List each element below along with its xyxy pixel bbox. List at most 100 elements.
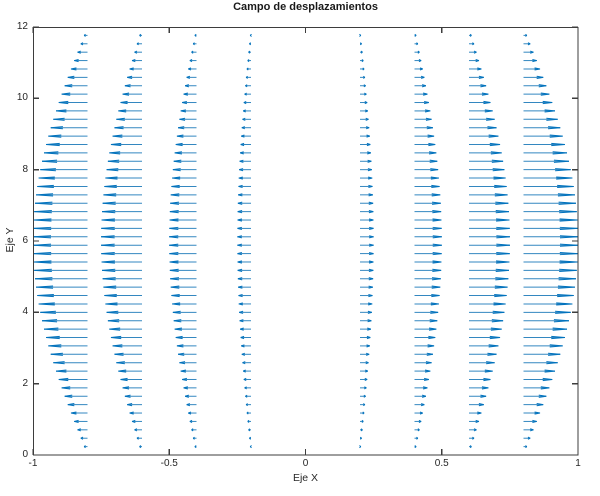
quiver-arrow [523, 428, 534, 432]
quiver-arrow [360, 428, 363, 432]
quiver-arrow [359, 445, 362, 449]
quiver-arrow [360, 235, 374, 239]
quiver-arrow [469, 159, 504, 163]
quiver-arrow [469, 168, 505, 172]
quiver-arrow [172, 302, 197, 306]
quiver-arrow [116, 117, 142, 121]
quiver-arrow [414, 201, 441, 205]
quiver-arrow [58, 100, 88, 105]
quiver-arrow [469, 218, 510, 222]
quiver-arrow [74, 419, 88, 424]
quiver-arrow [414, 67, 423, 71]
quiver-arrow [360, 327, 372, 331]
quiver-arrow [414, 184, 440, 189]
quiver-arrow [171, 184, 197, 189]
quiver-arrow [103, 285, 142, 289]
quiver-arrow [414, 293, 440, 298]
quiver-arrow [360, 243, 374, 247]
quiver-arrow [36, 285, 88, 289]
quiver-arrow [188, 411, 197, 415]
quiver-arrow [34, 210, 88, 214]
quiver-arrow [469, 117, 495, 121]
quiver-arrow [360, 218, 374, 222]
quiver-arrow [237, 268, 251, 272]
quiver-arrow [414, 352, 433, 356]
quiver-arrow [103, 193, 142, 197]
y-tick-label: 12 [16, 21, 28, 32]
quiver-arrow [122, 386, 142, 390]
quiver-arrow [74, 58, 88, 63]
quiver-arrow [237, 277, 251, 281]
quiver-arrow [179, 361, 197, 365]
quiver-arrow [131, 419, 142, 424]
quiver-arrow [241, 344, 251, 348]
quiver-arrow [414, 176, 439, 180]
quiver-arrow [237, 243, 251, 247]
quiver-arrow [172, 168, 197, 172]
quiver-arrow [58, 377, 88, 382]
quiver-arrow [360, 84, 366, 88]
quiver-arrow [171, 293, 197, 298]
quiver-arrow [414, 344, 435, 348]
quiver-arrow [249, 42, 252, 46]
quiver-arrow [112, 344, 142, 348]
quiver-arrow [360, 277, 374, 281]
quiver-arrow [34, 268, 88, 272]
quiver-arrow [134, 428, 142, 432]
quiver-arrow [523, 352, 561, 356]
quiver-arrow [469, 126, 497, 130]
quiver-arrow [169, 210, 197, 214]
quiver-arrow [134, 50, 142, 54]
quiver-arrow [469, 377, 491, 382]
quiver-arrow [104, 184, 142, 189]
quiver-arrow [523, 335, 565, 340]
quiver-arrow [239, 168, 251, 172]
quiver-arrow [360, 352, 370, 356]
y-tick-label: 10 [16, 92, 28, 104]
quiver-arrow [523, 75, 544, 79]
quiver-arrow [414, 428, 420, 432]
quiver-arrow [414, 277, 441, 281]
quiver-arrow [186, 75, 197, 79]
quiver-arrow [523, 419, 537, 424]
quiver-arrow [469, 201, 509, 205]
quiver-arrow [174, 151, 197, 155]
quiver-arrow [64, 394, 88, 398]
quiver-arrow [523, 84, 547, 88]
quiver-arrow [414, 109, 431, 113]
quiver-arrow [414, 117, 432, 121]
quiver-arrow [414, 302, 439, 306]
quiver-arrow [523, 50, 534, 54]
quiver-arrow [523, 260, 578, 264]
quiver-arrow [414, 134, 435, 138]
quiver-arrow [414, 251, 442, 256]
quiver-arrow [360, 184, 373, 189]
quiver-arrow [414, 92, 428, 96]
quiver-arrow [35, 277, 88, 281]
quiver-arrow [360, 142, 371, 147]
quiver-arrow [242, 361, 251, 365]
quiver-arrow [523, 268, 577, 272]
quiver-arrow [101, 243, 142, 247]
quiver-arrow [523, 151, 568, 155]
quiver-arrow [469, 369, 493, 373]
quiver-arrow [469, 394, 487, 398]
quiver-arrow [80, 436, 88, 440]
quiver-arrow [360, 411, 365, 415]
quiver-arrow [523, 134, 563, 138]
quiver-arrow [109, 151, 142, 155]
quiver-arrow [523, 210, 577, 214]
quiver-arrow [360, 394, 366, 398]
quiver-arrow [523, 92, 550, 96]
quiver-arrow [360, 260, 374, 264]
quiver-arrow [469, 92, 489, 96]
quiver-arrow [239, 151, 251, 155]
quiver-arrow [523, 310, 571, 314]
quiver-arrow [105, 302, 142, 306]
quiver-arrow [237, 235, 251, 239]
quiver-arrow [124, 84, 142, 88]
quiver-arrow [239, 310, 251, 314]
quiver-arrow [42, 319, 88, 323]
quiver-arrow [192, 436, 197, 440]
quiver-arrow [176, 344, 197, 348]
